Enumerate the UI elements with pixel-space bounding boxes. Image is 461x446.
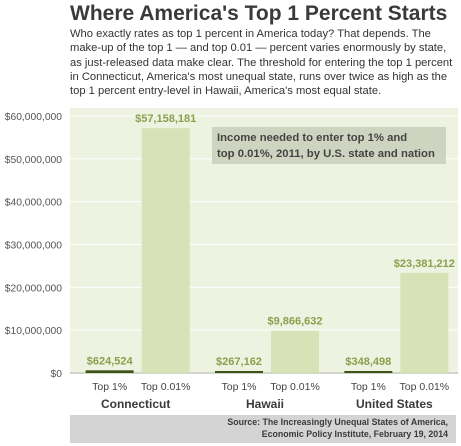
chart-description: Who exactly rates as top 1 percent in Am… [70, 28, 453, 98]
series-tick-label: Top 0.01% [141, 381, 191, 393]
y-tick-label: $60,000,000 [5, 112, 63, 123]
y-axis: $0 $10,000,000 $20,000,000 $30,000,000 $40,0… [5, 112, 63, 380]
y-tick-label: $20,000,000 [5, 283, 63, 294]
source-line-1: Source: The Increasingly Unequal States … [227, 417, 448, 427]
y-tick-label: $40,000,000 [5, 198, 63, 209]
series-tick-label: Top 1% [221, 381, 256, 393]
y-tick-label: $0 [51, 369, 63, 380]
bar-value-label: $267,162 [216, 356, 262, 368]
bar-value-label: $9,866,632 [267, 316, 322, 328]
gridlines [70, 115, 458, 374]
bar-value-label: $57,158,181 [135, 113, 196, 125]
annotation-box: Income needed to enter top 1% and top 0.… [212, 127, 446, 164]
bar-value-label: $23,381,212 [394, 258, 455, 270]
category-label: Connecticut [101, 397, 170, 411]
series-tick-label: Top 0.01% [400, 381, 450, 393]
bar-top-1 [85, 370, 134, 373]
bar-top-001 [141, 128, 190, 373]
category-label: Hawaii [246, 397, 284, 411]
category-label: United States [356, 397, 433, 411]
bar-value-label: $624,524 [87, 355, 134, 367]
y-tick-label: $30,000,000 [5, 241, 63, 252]
bar-chart: $0 $10,000,000 $20,000,000 $30,000,000 $40,0… [5, 108, 458, 411]
annotation-line-2: top 0.01%, 2011, by U.S. state and natio… [217, 148, 435, 160]
series-tick-label: Top 1% [92, 381, 127, 393]
bar-top-001 [271, 330, 319, 373]
bar-top-1 [215, 371, 263, 373]
annotation-line-1: Income needed to enter top 1% and [217, 132, 407, 144]
bar-top-1 [344, 371, 393, 373]
bars: $624,524 $57,158,181 $267,162 $9,866,632 $34… [85, 113, 455, 373]
y-tick-label: $50,000,000 [5, 155, 63, 166]
source-line-2: Economic Policy Institute, February 19, … [261, 428, 448, 439]
series-tick-label: Top 0.01% [270, 381, 320, 393]
series-tick-label: Top 1% [351, 381, 386, 393]
bar-top-001 [400, 272, 449, 373]
x-axis: Top 1% Top 0.01% Connecticut Top 1% Top 0.01… [92, 381, 449, 411]
y-tick-label: $10,000,000 [5, 326, 63, 337]
chart-title: Where America's Top 1 Percent Starts [70, 2, 448, 25]
bar-value-label: $348,498 [345, 356, 391, 368]
source-note: Source: The Increasingly Unequal States … [70, 415, 456, 443]
